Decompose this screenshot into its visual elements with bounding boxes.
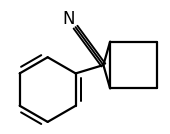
- Text: N: N: [63, 10, 75, 28]
